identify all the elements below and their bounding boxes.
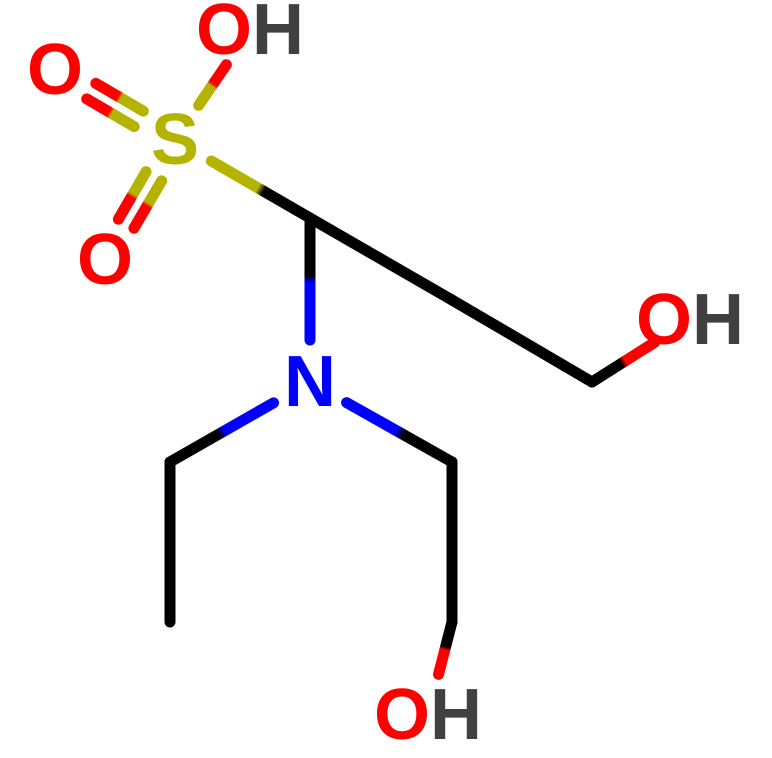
atom-label-oh1: OH bbox=[196, 0, 304, 70]
atom-label-oh3: OH bbox=[374, 675, 482, 755]
molecule-diagram: SO O OH N OH OH bbox=[0, 0, 772, 758]
atom-label-n: N bbox=[284, 342, 336, 422]
atom-label-oh2: OH bbox=[636, 280, 744, 360]
atom-label-s: S bbox=[151, 100, 199, 180]
bond-single bbox=[199, 65, 227, 106]
atom-label-o1: O bbox=[27, 30, 83, 110]
atom-label-o2: O bbox=[77, 220, 133, 300]
bond-single bbox=[211, 161, 310, 218]
bond-single bbox=[170, 403, 274, 462]
bond-single bbox=[452, 300, 592, 382]
bond-single bbox=[310, 218, 452, 300]
bond-single bbox=[438, 622, 452, 674]
bond-single bbox=[347, 403, 452, 462]
atom-labels-layer: SO O OH N OH OH bbox=[27, 0, 744, 755]
